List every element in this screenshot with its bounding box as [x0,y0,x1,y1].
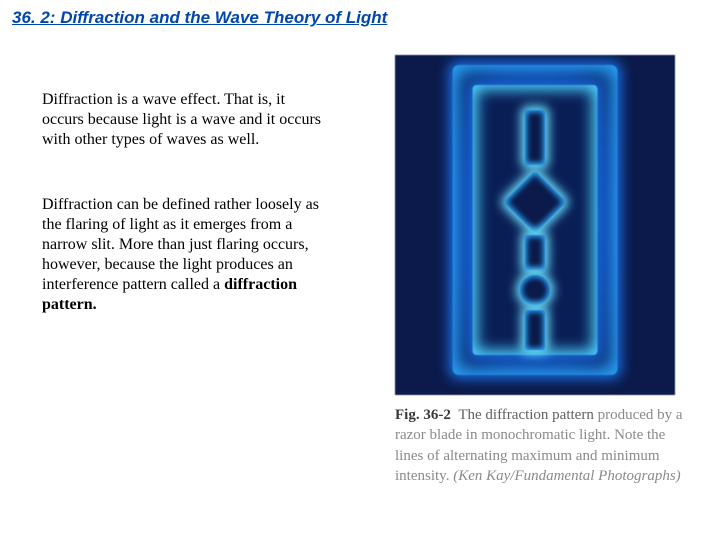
paragraph-1: Diffraction is a wave effect. That is, i… [42,90,322,150]
figure-block: Fig. 36-2 The diffraction pattern produc… [395,55,695,486]
figure-image [395,55,675,395]
figure-credit: (Ken Kay/Fundamental Photographs) [453,468,680,484]
figure-caption: Fig. 36-2 The diffraction pattern produc… [395,405,685,486]
page-title: 36. 2: Diffraction and the Wave Theory o… [12,8,387,28]
blade-slot-top [525,110,545,165]
blade-slot-bottom [525,310,545,350]
paragraph-2: Diffraction can be defined rather loosel… [42,195,322,315]
blade-slot-mid [525,235,545,270]
figure-caption-line1: The diffraction pattern [458,407,594,423]
figure-label: Fig. 36-2 [395,407,451,423]
blade-slot-circle [520,275,550,305]
